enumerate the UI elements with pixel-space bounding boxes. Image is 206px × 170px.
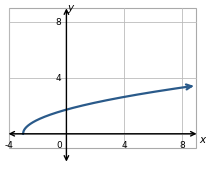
Text: 4: 4: [121, 141, 126, 150]
Text: x: x: [198, 135, 204, 145]
Text: 8: 8: [55, 18, 61, 27]
Text: 8: 8: [178, 141, 184, 150]
Text: 4: 4: [55, 74, 61, 82]
Text: -4: -4: [4, 141, 13, 150]
Bar: [9, 8, 195, 148]
Text: 0: 0: [56, 141, 62, 150]
Text: y: y: [67, 3, 73, 13]
